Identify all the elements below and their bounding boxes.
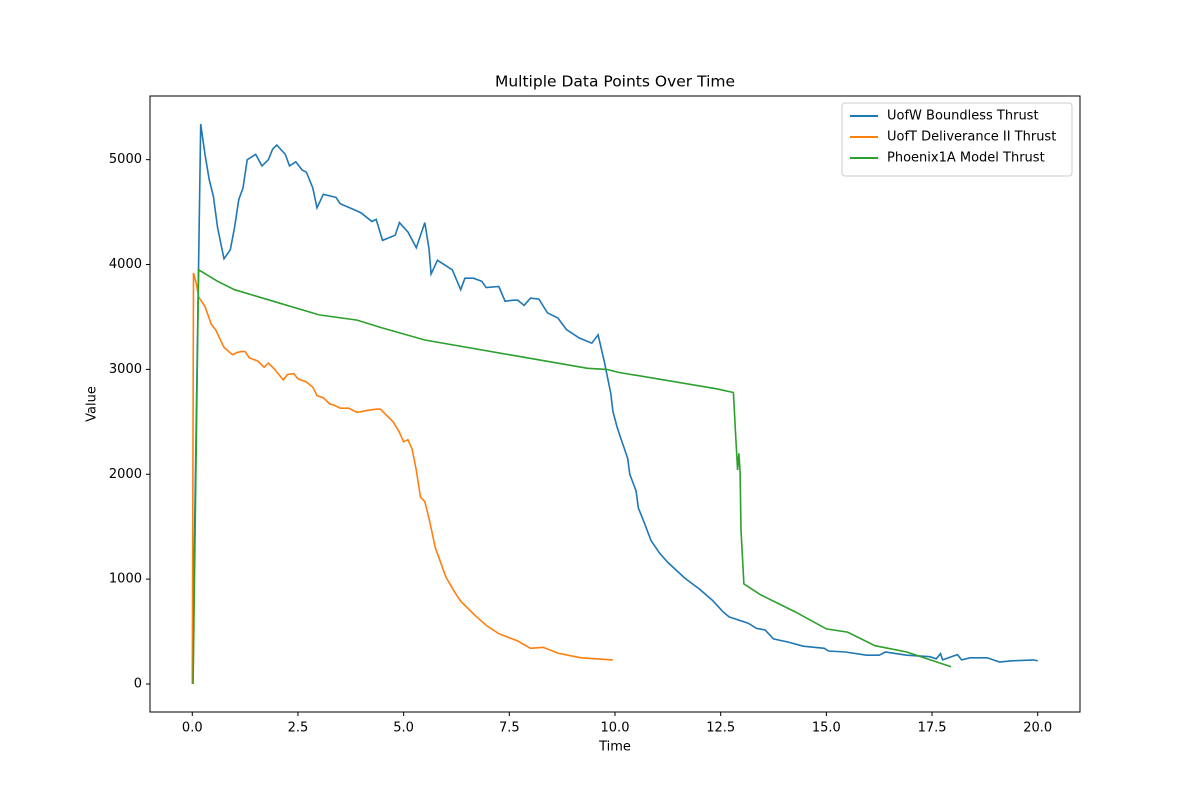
x-tick-label: 12.5 <box>706 721 735 736</box>
x-tick-label: 7.5 <box>499 721 520 736</box>
x-tick-label: 10.0 <box>601 721 630 736</box>
legend-label: Phoenix1A Model Thrust <box>887 151 1045 166</box>
x-tick-label: 2.5 <box>288 721 309 736</box>
x-tick-label: 15.0 <box>812 721 841 736</box>
legend-box <box>841 102 1073 177</box>
series-line <box>191 272 613 685</box>
y-tick-label: 0 <box>134 677 142 692</box>
y-tick-label: 5000 <box>109 152 142 167</box>
x-tick-label: 20.0 <box>1023 721 1052 736</box>
chart-title: Multiple Data Points Over Time <box>495 73 735 91</box>
series-line <box>192 268 952 685</box>
legend-label: UofW Boundless Thrust <box>887 109 1039 124</box>
series-line <box>191 123 1038 685</box>
legend: UofW Boundless Thrust UofT Deliverance II… <box>841 102 1073 177</box>
plot-frame <box>149 95 1081 713</box>
x-axis-label: Time <box>598 740 631 755</box>
x-tick-label: 5.0 <box>393 721 414 736</box>
y-tick-label: 2000 <box>109 467 142 482</box>
y-tick-label: 1000 <box>109 572 142 587</box>
y-tick-label: 4000 <box>109 257 142 272</box>
legend-label: UofT Deliverance II Thrust <box>887 130 1056 145</box>
x-tick-label: 17.5 <box>918 721 947 736</box>
y-tick-label: 3000 <box>109 362 142 377</box>
x-tick-label: 0.0 <box>182 721 203 736</box>
y-axis-label: Value <box>85 386 100 422</box>
